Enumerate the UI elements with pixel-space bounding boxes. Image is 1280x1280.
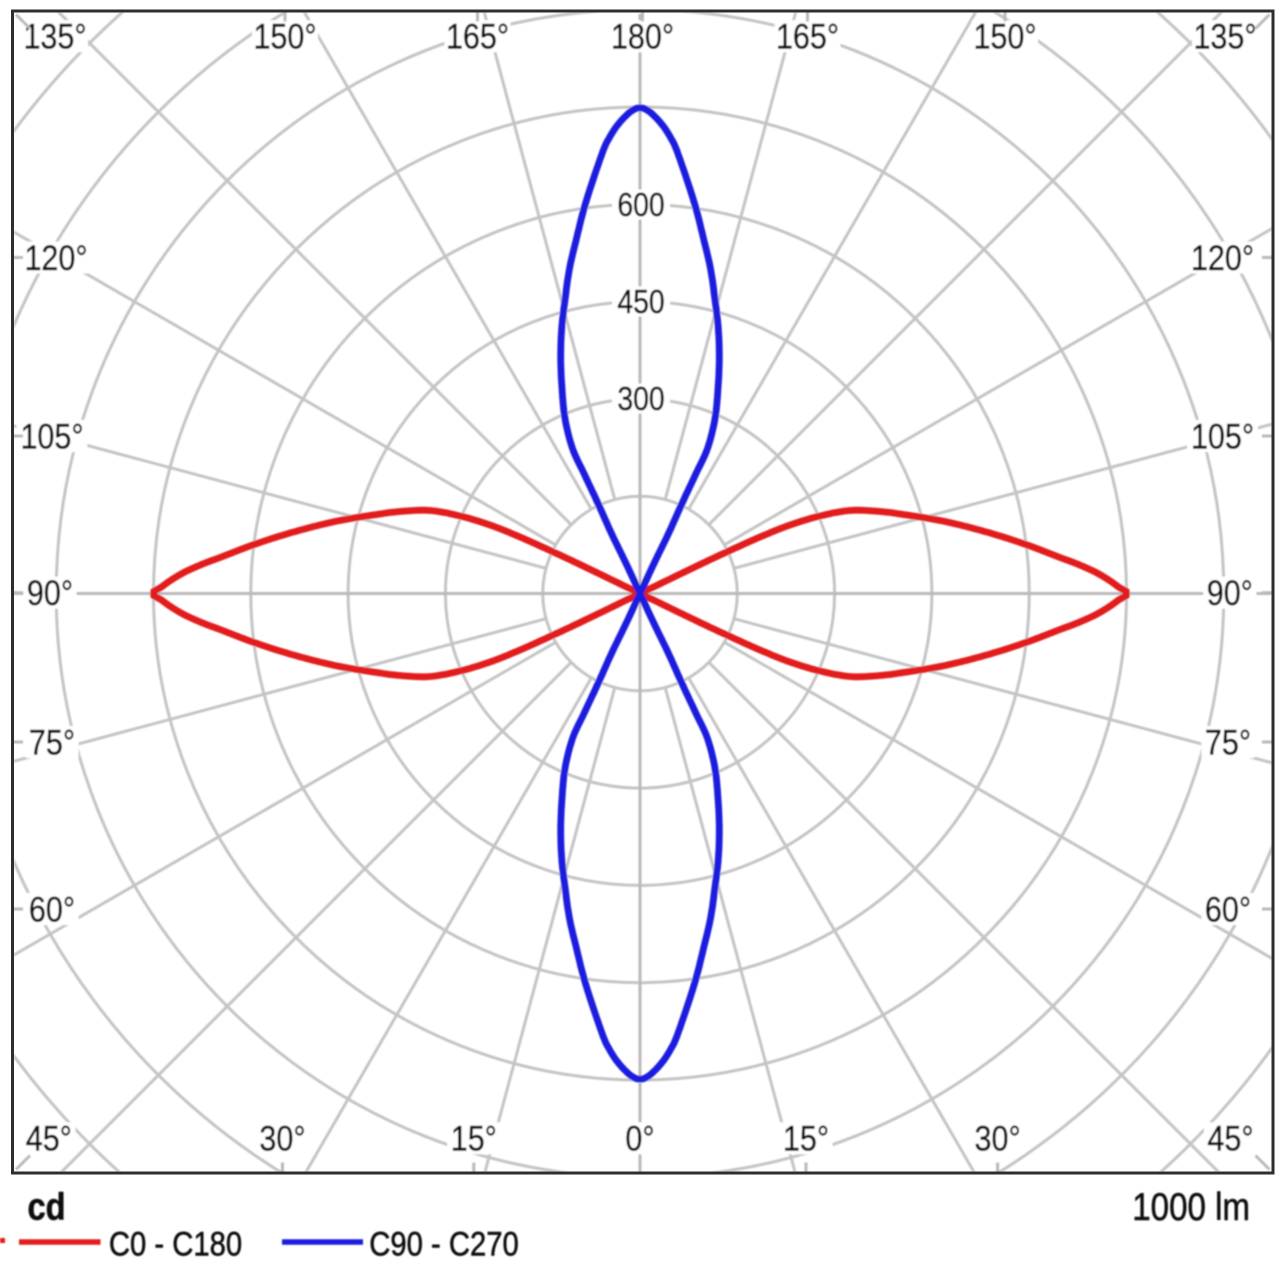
svg-text:105°: 105° xyxy=(1191,417,1254,457)
svg-text:C0 - C180: C0 - C180 xyxy=(109,1224,242,1263)
svg-text:75°: 75° xyxy=(29,723,75,763)
svg-text:150°: 150° xyxy=(973,17,1036,57)
svg-text:15°: 15° xyxy=(451,1120,497,1160)
svg-text:45°: 45° xyxy=(1207,1120,1253,1160)
svg-text:30°: 30° xyxy=(259,1120,305,1160)
svg-text:60°: 60° xyxy=(1205,890,1251,930)
svg-text:45°: 45° xyxy=(26,1120,72,1160)
svg-text:300: 300 xyxy=(617,380,664,418)
svg-text:90°: 90° xyxy=(1207,574,1253,614)
svg-text:135°: 135° xyxy=(1193,17,1256,57)
svg-text:105°: 105° xyxy=(20,417,83,457)
svg-text:600: 600 xyxy=(617,186,664,224)
svg-text:180°: 180° xyxy=(611,17,674,57)
svg-text:1000 lm: 1000 lm xyxy=(1132,1186,1250,1229)
svg-text:15°: 15° xyxy=(783,1120,829,1160)
svg-text:150°: 150° xyxy=(253,17,316,57)
svg-text:165°: 165° xyxy=(446,17,509,57)
svg-text:C90 - C270: C90 - C270 xyxy=(369,1224,518,1263)
svg-text:60°: 60° xyxy=(29,890,75,930)
svg-text:120°: 120° xyxy=(24,239,87,279)
svg-text:120°: 120° xyxy=(1191,239,1254,279)
svg-text:450: 450 xyxy=(617,283,664,321)
svg-text:135°: 135° xyxy=(23,17,86,57)
svg-text:cd: cd xyxy=(28,1185,66,1228)
svg-text:90°: 90° xyxy=(27,574,73,614)
svg-text:165°: 165° xyxy=(776,17,839,57)
svg-text:0°: 0° xyxy=(625,1120,654,1160)
svg-text:75°: 75° xyxy=(1205,723,1251,763)
svg-text:30°: 30° xyxy=(975,1120,1021,1160)
